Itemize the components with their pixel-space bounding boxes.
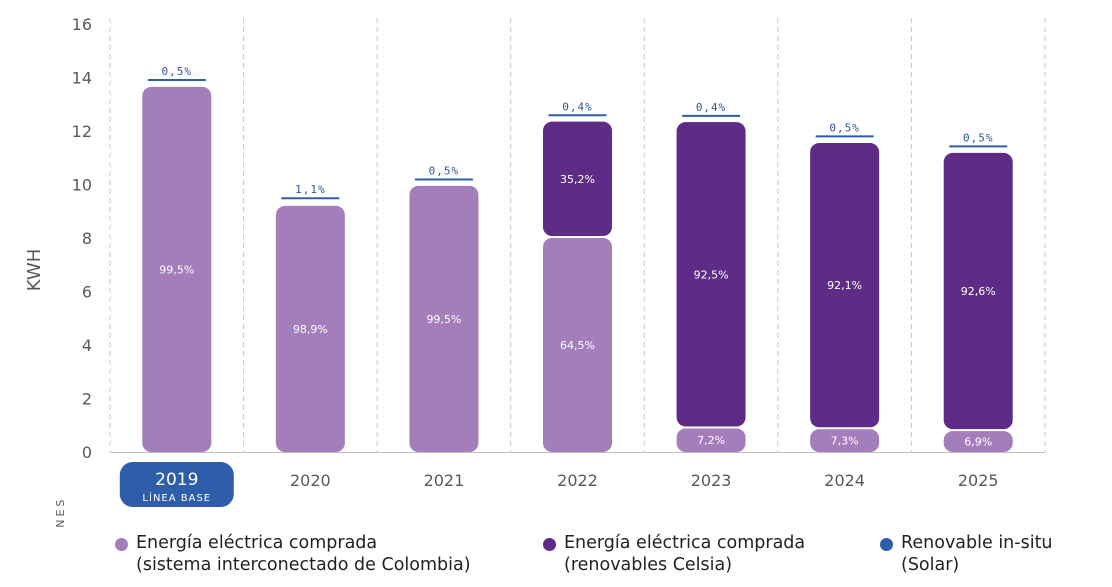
bar-group-2021: 99,5% 0,5% (409, 165, 479, 452)
x-tick-label-2022: 2022 (557, 471, 598, 490)
legend-label-solar-line1: Renovable in-situ (901, 533, 1053, 553)
bar-sin-2023 (676, 428, 746, 452)
bars: 99,5% 0,5% 98,9% 1,1% 99,5% 0,5% 64,5% 35,2% 0,4… (142, 65, 1013, 453)
legend-swatch-sin (115, 538, 128, 551)
legend-label-celsia-line2: (renovables Celsia) (564, 555, 733, 575)
y-tick-label: 4 (82, 336, 92, 355)
data-label-sin-2025: 6,9% (964, 436, 992, 449)
bar-sin-2024 (810, 429, 880, 452)
base-year-badge (119, 462, 234, 507)
data-label-celsia-2022: 35,2% (560, 173, 595, 186)
bar-group-2019: 99,5% 0,5% (142, 65, 212, 453)
data-label-celsia-2024: 92,1% (827, 279, 862, 292)
legend-item-sin: Energía eléctrica comprada (sistema inte… (115, 532, 471, 576)
y-tick-label: 8 (82, 229, 92, 248)
legend: Energía eléctrica comprada (sistema inte… (115, 532, 1105, 584)
y-tick-label: 12 (72, 122, 92, 141)
data-label-celsia-2023: 92,5% (694, 268, 729, 281)
bar-group-2022: 64,5% 35,2% 0,4% (543, 100, 612, 452)
data-label-celsia-2025: 92,6% (961, 285, 996, 298)
data-label-sin-2023: 7,2% (697, 434, 725, 447)
legend-swatch-solar (880, 538, 893, 551)
x-tick-label-2025: 2025 (958, 471, 999, 490)
legend-label-celsia-line1: Energía eléctrica comprada (564, 533, 806, 553)
legend-swatch-celsia (543, 538, 556, 551)
y-axis: 0 2 4 6 8 10 12 14 16 (72, 15, 92, 462)
data-label-sin-2022: 64,5% (560, 339, 595, 352)
stacked-bar-chart: 99,5% 0,5% 98,9% 1,1% 99,5% 0,5% 64,5% 35,2% 0,4… (24, 15, 1046, 530)
data-label-sin-2020: 98,9% (293, 323, 328, 336)
y-tick-label: 14 (72, 69, 92, 88)
bar-sin-2021 (409, 185, 479, 452)
x-tick-label-2019: 2019 (155, 470, 198, 490)
x-tick-label-2021: 2021 (424, 471, 465, 490)
bar-celsia-2025 (943, 152, 1013, 430)
data-label-solar-2021: 0,5% (429, 165, 460, 178)
y-axis-label: KWH (24, 249, 45, 292)
y-tick-label: 16 (72, 15, 92, 34)
x-tick-label-2020: 2020 (290, 471, 331, 490)
data-label-sin-2024: 7,3% (831, 435, 859, 448)
bar-celsia-2022 (543, 121, 612, 236)
data-label-sin-2019: 99,5% (159, 263, 194, 276)
y-tick-label: 0 (82, 443, 92, 462)
legend-label-solar-line2: (Solar) (901, 555, 960, 575)
bar-group-2023: 7,2% 92,5% 0,4% (676, 101, 746, 452)
x-tick-label-2024: 2024 (824, 471, 865, 490)
data-label-solar-2020: 1,1% (295, 183, 326, 196)
y-tick-label: 2 (82, 390, 92, 409)
legend-item-solar: Renovable in-situ (Solar) (880, 532, 1053, 576)
data-label-sin-2021: 99,5% (426, 313, 461, 326)
data-label-solar-2019: 0,5% (162, 65, 193, 78)
data-label-solar-2024: 0,5% (829, 121, 860, 134)
data-label-solar-2022: 0,4% (562, 100, 593, 113)
bar-group-2024: 7,3% 92,1% 0,5% (810, 121, 880, 452)
bar-sin-2022 (543, 238, 612, 452)
legend-item-celsia: Energía eléctrica comprada (renovables C… (543, 532, 805, 576)
y-axis-unit: MILLONES (54, 497, 67, 530)
y-tick-label: 6 (82, 283, 92, 302)
bar-sin-2025 (943, 431, 1013, 452)
legend-label-sin-line1: Energía eléctrica comprada (136, 533, 378, 553)
x-tick-label-2023: 2023 (691, 471, 732, 490)
data-label-solar-2023: 0,4% (696, 101, 727, 114)
bar-group-2025: 6,9% 92,6% 0,5% (943, 131, 1013, 452)
bar-celsia-2023 (676, 122, 746, 427)
bar-sin-2020 (275, 205, 345, 452)
bar-sin-2019 (142, 86, 212, 453)
base-year-sublabel: LÍNEA BASE (142, 491, 211, 504)
data-label-solar-2025: 0,5% (963, 131, 994, 144)
legend-label-sin-line2: (sistema interconectado de Colombia) (136, 555, 471, 575)
y-tick-label: 10 (72, 176, 92, 195)
bar-group-2020: 98,9% 1,1% (275, 183, 345, 452)
gridlines (109, 18, 1046, 453)
bar-celsia-2024 (810, 143, 880, 428)
